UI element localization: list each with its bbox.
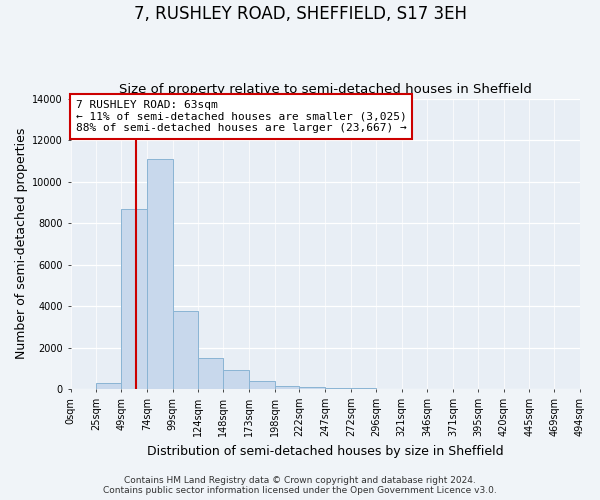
Bar: [249, 382, 275, 389]
Bar: [325, 388, 351, 389]
Text: Contains HM Land Registry data © Crown copyright and database right 2024.
Contai: Contains HM Land Registry data © Crown c…: [103, 476, 497, 495]
Bar: [121, 208, 147, 389]
Bar: [97, 383, 121, 389]
Bar: [299, 387, 325, 389]
Bar: [351, 388, 376, 389]
X-axis label: Distribution of semi-detached houses by size in Sheffield: Distribution of semi-detached houses by …: [147, 444, 503, 458]
Title: Size of property relative to semi-detached houses in Sheffield: Size of property relative to semi-detach…: [119, 83, 532, 96]
Bar: [223, 370, 249, 389]
Text: 7, RUSHLEY ROAD, SHEFFIELD, S17 3EH: 7, RUSHLEY ROAD, SHEFFIELD, S17 3EH: [133, 5, 467, 23]
Bar: [199, 358, 223, 389]
Text: 7 RUSHLEY ROAD: 63sqm
← 11% of semi-detached houses are smaller (3,025)
88% of s: 7 RUSHLEY ROAD: 63sqm ← 11% of semi-deta…: [76, 100, 406, 133]
Bar: [275, 386, 299, 389]
Y-axis label: Number of semi-detached properties: Number of semi-detached properties: [15, 128, 28, 360]
Bar: [147, 158, 173, 389]
Bar: [173, 311, 199, 389]
